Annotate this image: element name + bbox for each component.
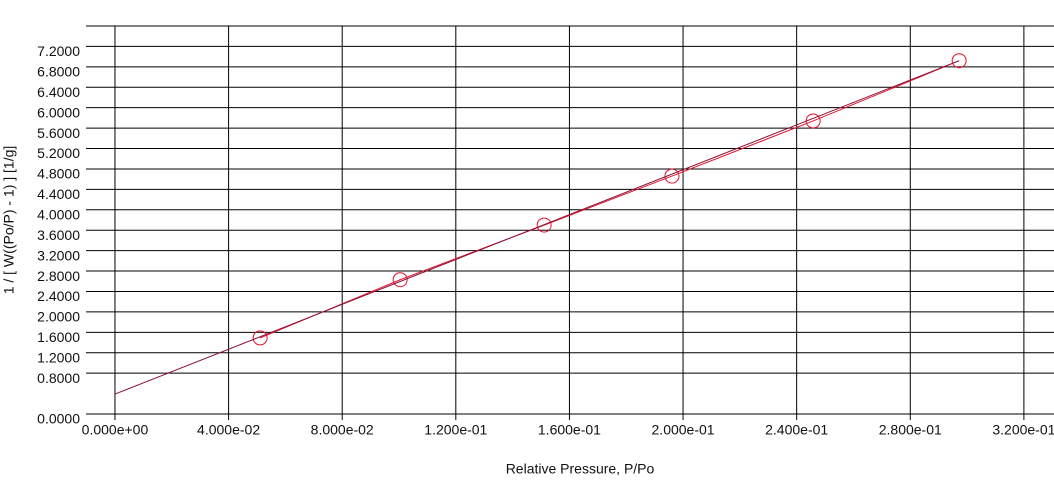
x-tick-label: 2.000e-01 bbox=[652, 422, 715, 438]
series-line bbox=[114, 60, 960, 395]
y-tick-label: 5.2000 bbox=[37, 145, 80, 161]
x-tick-label: 8.000e-02 bbox=[311, 422, 374, 438]
data-point bbox=[392, 272, 408, 288]
y-tick-label: 2.0000 bbox=[37, 309, 80, 325]
y-tick-label: 2.4000 bbox=[37, 288, 80, 304]
y-tick-label: 5.6000 bbox=[37, 125, 80, 141]
y-tick-label: 1.6000 bbox=[37, 329, 80, 345]
x-tick-label: 3.200e-01 bbox=[992, 422, 1054, 438]
y-tick-label: 4.8000 bbox=[37, 166, 80, 182]
y-tick-label: 7.2000 bbox=[37, 43, 80, 59]
x-tick-label: 0.000e+00 bbox=[82, 422, 149, 438]
y-tick-label: 1.2000 bbox=[37, 349, 80, 365]
x-tick-label: 2.400e-01 bbox=[765, 422, 828, 438]
data-point bbox=[536, 217, 552, 233]
y-tick-label: 3.6000 bbox=[37, 227, 80, 243]
x-tick-label: 2.800e-01 bbox=[879, 422, 942, 438]
y-tick-label: 0.0000 bbox=[37, 411, 80, 427]
y-tick-label: 0.8000 bbox=[37, 370, 80, 386]
series-line bbox=[259, 60, 960, 339]
y-tick-label: 6.0000 bbox=[37, 104, 80, 120]
y-tick-label: 4.0000 bbox=[37, 206, 80, 222]
data-point bbox=[252, 330, 268, 346]
x-tick-label: 1.200e-01 bbox=[424, 422, 487, 438]
y-tick-label: 6.4000 bbox=[37, 84, 80, 100]
y-tick-label: 6.8000 bbox=[37, 64, 80, 80]
y-tick-label: 4.4000 bbox=[37, 186, 80, 202]
data-point bbox=[951, 53, 967, 69]
x-tick-label: 1.600e-01 bbox=[538, 422, 601, 438]
y-tick-label: 3.2000 bbox=[37, 247, 80, 263]
x-axis-label: Relative Pressure, P/Po bbox=[506, 461, 655, 477]
y-axis-label: 1 / [ W((Po/P) - 1) ] [1/g] bbox=[1, 146, 17, 295]
x-tick-label: 4.000e-02 bbox=[197, 422, 260, 438]
data-point bbox=[664, 168, 680, 184]
y-tick-label: 2.8000 bbox=[37, 268, 80, 284]
